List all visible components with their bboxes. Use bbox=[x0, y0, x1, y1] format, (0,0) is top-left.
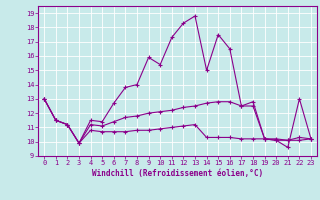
X-axis label: Windchill (Refroidissement éolien,°C): Windchill (Refroidissement éolien,°C) bbox=[92, 169, 263, 178]
